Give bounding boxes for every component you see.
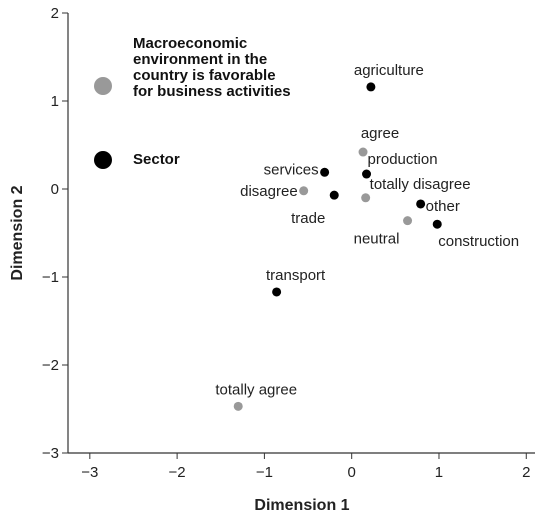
x-tick-label: −1 <box>256 464 273 481</box>
x-tick-label: −3 <box>81 464 98 481</box>
point-label: other <box>426 198 460 215</box>
point-label: transport <box>266 267 326 284</box>
point <box>416 199 426 209</box>
legend-marker <box>94 151 112 169</box>
point-label: trade <box>291 210 325 227</box>
point-label: disagree <box>240 183 298 200</box>
point-label: totally agree <box>215 381 297 398</box>
point <box>432 219 442 229</box>
point <box>358 147 368 157</box>
legend-label: Sector <box>133 151 180 168</box>
point-label: neutral <box>354 231 400 248</box>
point-label: construction <box>438 233 519 250</box>
point <box>233 401 243 411</box>
legend-marker <box>94 77 112 95</box>
y-tick-label: −1 <box>42 269 59 286</box>
point-label: production <box>368 151 438 168</box>
x-tick-label: 2 <box>522 464 530 481</box>
y-tick-label: 2 <box>51 5 59 22</box>
point-label: services <box>264 161 319 178</box>
point-label: agree <box>361 125 399 142</box>
x-tick-label: 1 <box>435 464 443 481</box>
point-label: totally disagree <box>370 176 471 193</box>
y-tick-label: 0 <box>51 181 59 198</box>
point <box>362 169 372 179</box>
y-tick-label: 1 <box>51 93 59 110</box>
y-tick-label: −2 <box>42 357 59 374</box>
y-axis-label: Dimension 2 <box>9 185 26 280</box>
legend-label: Macroeconomic environment in the country… <box>133 35 291 100</box>
point <box>329 190 339 200</box>
point <box>320 167 330 177</box>
point <box>361 193 371 203</box>
point <box>272 287 282 297</box>
x-tick-label: 0 <box>348 464 356 481</box>
point <box>299 186 309 196</box>
x-tick-label: −2 <box>169 464 186 481</box>
point-label: agriculture <box>354 62 424 79</box>
point <box>366 82 376 92</box>
x-axis-label: Dimension 1 <box>254 497 349 514</box>
point <box>403 216 413 226</box>
y-tick-label: −3 <box>42 445 59 462</box>
